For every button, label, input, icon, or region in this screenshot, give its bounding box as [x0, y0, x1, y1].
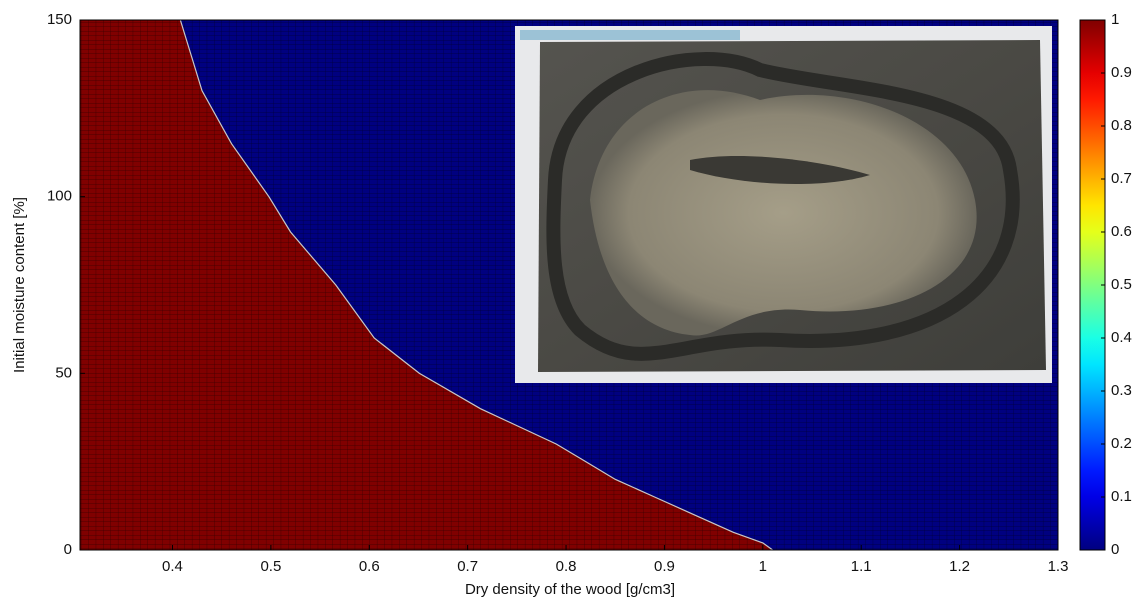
x-tick-label: 0.4: [162, 558, 183, 575]
photo-rim: [546, 52, 1020, 361]
y-tick-label: 150: [47, 11, 72, 28]
photo-fossil: [590, 90, 977, 336]
x-tick-label: 0.5: [260, 558, 281, 575]
y-tick-label: 100: [47, 188, 72, 205]
y-tick-label: 0: [64, 541, 72, 558]
colorbar-tick-label: 0.2: [1111, 435, 1132, 452]
x-tick-label: 1.2: [949, 558, 970, 575]
x-tick-label: 1: [759, 558, 767, 575]
x-tick-label: 1.3: [1048, 558, 1069, 575]
colorbar-tick-label: 0.4: [1111, 329, 1132, 346]
inset-photo: [515, 26, 1052, 383]
colorbar-tick-label: 0.8: [1111, 117, 1132, 134]
x-tick-label: 0.6: [359, 558, 380, 575]
x-tick-label: 0.8: [556, 558, 577, 575]
colorbar-tick-label: 0.1: [1111, 488, 1132, 505]
x-axis-label: Dry density of the wood [g/cm3]: [465, 581, 675, 598]
colorbar-tick-label: 0.3: [1111, 382, 1132, 399]
y-axis-label: Initial moisture content [%]: [11, 197, 28, 373]
colorbar-tick-label: 0.5: [1111, 276, 1132, 293]
photo-ruler: [520, 30, 740, 40]
colorbar-tick-label: 0: [1111, 541, 1119, 558]
colorbar-gradient: [1079, 19, 1106, 551]
plot-frame: [79, 19, 1059, 551]
photo-stem: [690, 155, 870, 185]
x-tick-label: 0.7: [457, 558, 478, 575]
y-tick-label: 50: [55, 364, 72, 381]
colorbar-tick-label: 0.7: [1111, 170, 1132, 187]
colorbar-tick-label: 1: [1111, 11, 1119, 28]
colorbar-tick-label: 0.9: [1111, 64, 1132, 81]
x-tick-label: 0.9: [654, 558, 675, 575]
colorbar-tick-label: 0.6: [1111, 223, 1132, 240]
colorbar: 0 0.1 0.2 0.3 0.4 0.5 0.6 0.7 0.8 0.9 1: [1079, 11, 1132, 558]
boundary-line: [179, 19, 774, 551]
x-tick-label: 1.1: [851, 558, 872, 575]
